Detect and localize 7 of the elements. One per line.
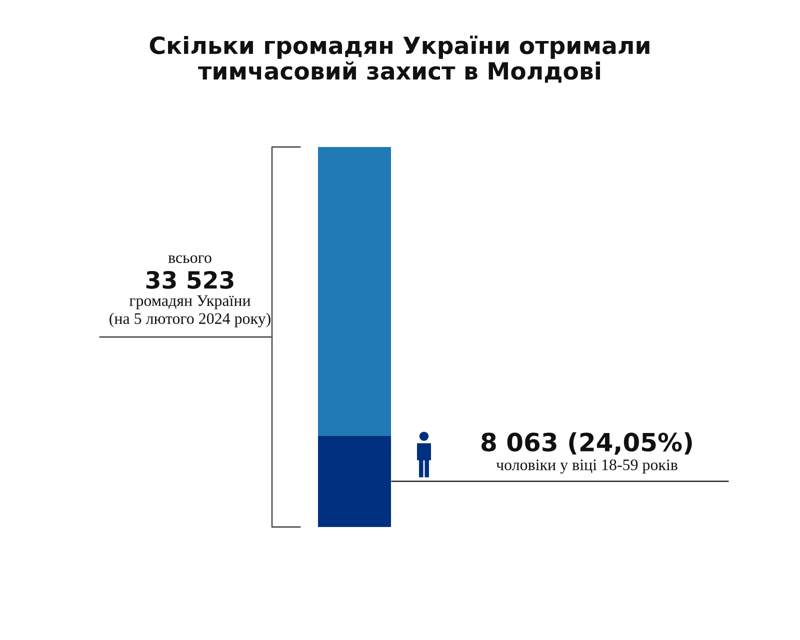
text: (на 5 лютого 2024 року) — [110, 312, 270, 328]
text: всього — [168, 255, 212, 263]
text: громадян України — [129, 295, 250, 310]
chart-title: Скільки громадян України отримали тимчасовий захист в Молдові — [150, 36, 650, 83]
text: 8 063 (24,05%) — [482, 432, 692, 455]
text: 33 523 — [146, 270, 234, 289]
text: чоловіки у віці 18-59 років — [496, 459, 678, 474]
